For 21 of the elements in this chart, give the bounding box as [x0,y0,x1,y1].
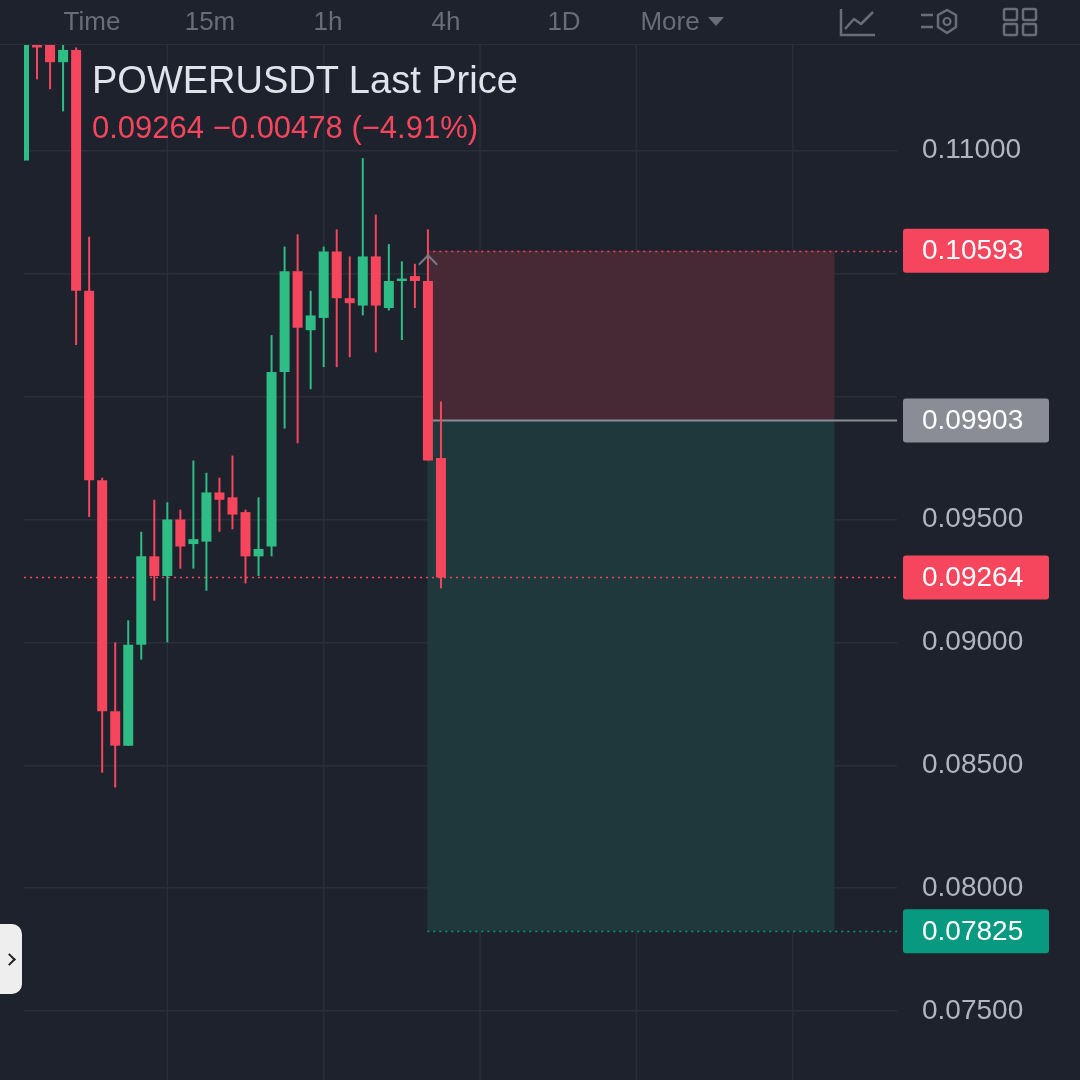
candlestick [253,497,264,577]
text: 1D [547,6,581,36]
ref-line-label: 0.10593 [922,234,1024,266]
y-tick-label: 0.08000 [922,870,1024,902]
y-tick-label: 0.11000 [922,133,1022,165]
y-tick-label: 0.08500 [922,748,1024,780]
ref-line-label: 0.07825 [922,914,1024,946]
text: 4h [431,6,461,36]
text: More [640,6,700,36]
y-tick-label: 0.09500 [922,502,1024,534]
ref-line-label: 0.09264 [922,561,1024,593]
candlestick [188,460,199,569]
y-tick-label: 0.07500 [922,993,1024,1025]
y-tick-label: 0.09000 [922,625,1024,657]
ref-line-label: 0.09903 [922,404,1024,436]
candlestick [344,256,355,358]
chart-title: POWERUSDT Last Price [92,58,518,102]
text: 15m [184,6,236,36]
text: 0.09264 −0.00478 (−4.91%) [92,110,479,146]
text: 1h [313,6,343,36]
text: Time [63,6,121,36]
